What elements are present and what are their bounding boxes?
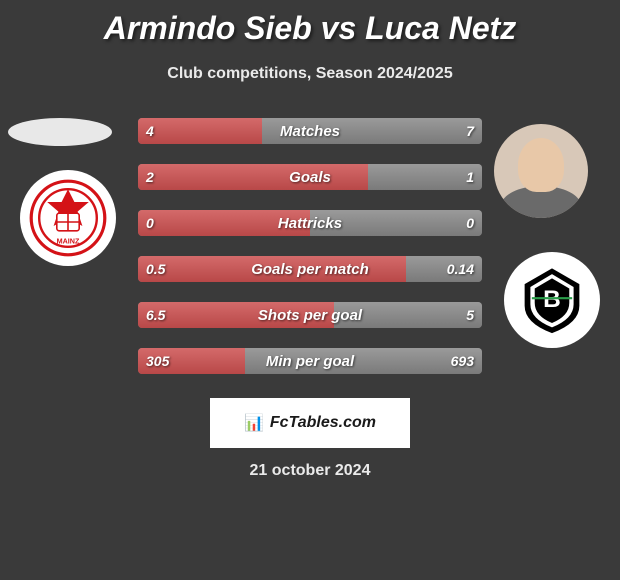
stat-row: Goals per match0.5 0.14 <box>138 256 482 282</box>
player-left-avatar <box>8 118 112 146</box>
stat-label: Goals <box>138 164 482 190</box>
page-subtitle: Club competitions, Season 2024/2025 <box>0 65 620 83</box>
stat-label: Shots per goal <box>138 302 482 328</box>
stat-row: Goals2 1 <box>138 164 482 190</box>
comparison-panel: MAINZ B Matches4 7 Goals2 1 Hattricks0 0 Goals… <box>0 118 620 478</box>
branding-box: 📊 FcTables.com <box>210 398 410 448</box>
stat-row: Min per goal305 693 <box>138 348 482 374</box>
stat-value-right: 1 <box>466 164 474 190</box>
stat-value-left: 4 <box>146 118 154 144</box>
stat-label: Min per goal <box>138 348 482 374</box>
stat-value-left: 6.5 <box>146 302 165 328</box>
stat-value-right: 5 <box>466 302 474 328</box>
stat-value-right: 7 <box>466 118 474 144</box>
branding-icon: 📊 <box>244 413 264 433</box>
player-right-avatar <box>494 124 588 218</box>
club-left-badge: MAINZ <box>20 170 116 266</box>
stats-bars: Matches4 7 Goals2 1 Hattricks0 0 Goals per mat… <box>138 118 482 394</box>
branding-text: FcTables.com <box>270 414 376 432</box>
stat-value-right: 0.14 <box>447 256 474 282</box>
stat-value-left: 2 <box>146 164 154 190</box>
stat-label: Hattricks <box>138 210 482 236</box>
stat-value-left: 0 <box>146 210 154 236</box>
stat-value-right: 0 <box>466 210 474 236</box>
page-title: Armindo Sieb vs Luca Netz <box>0 0 620 47</box>
stat-label: Matches <box>138 118 482 144</box>
gladbach-badge-icon: B <box>516 264 588 336</box>
stat-value-left: 0.5 <box>146 256 165 282</box>
stat-label: Goals per match <box>138 256 482 282</box>
club-right-badge: B <box>504 252 600 348</box>
stat-value-right: 693 <box>451 348 474 374</box>
svg-text:MAINZ: MAINZ <box>57 237 80 246</box>
svg-text:B: B <box>543 286 561 313</box>
mainz-badge-icon: MAINZ <box>28 178 108 258</box>
stat-row: Hattricks0 0 <box>138 210 482 236</box>
date-label: 21 october 2024 <box>250 462 371 480</box>
stat-value-left: 305 <box>146 348 169 374</box>
stat-row: Matches4 7 <box>138 118 482 144</box>
stat-row: Shots per goal6.5 5 <box>138 302 482 328</box>
